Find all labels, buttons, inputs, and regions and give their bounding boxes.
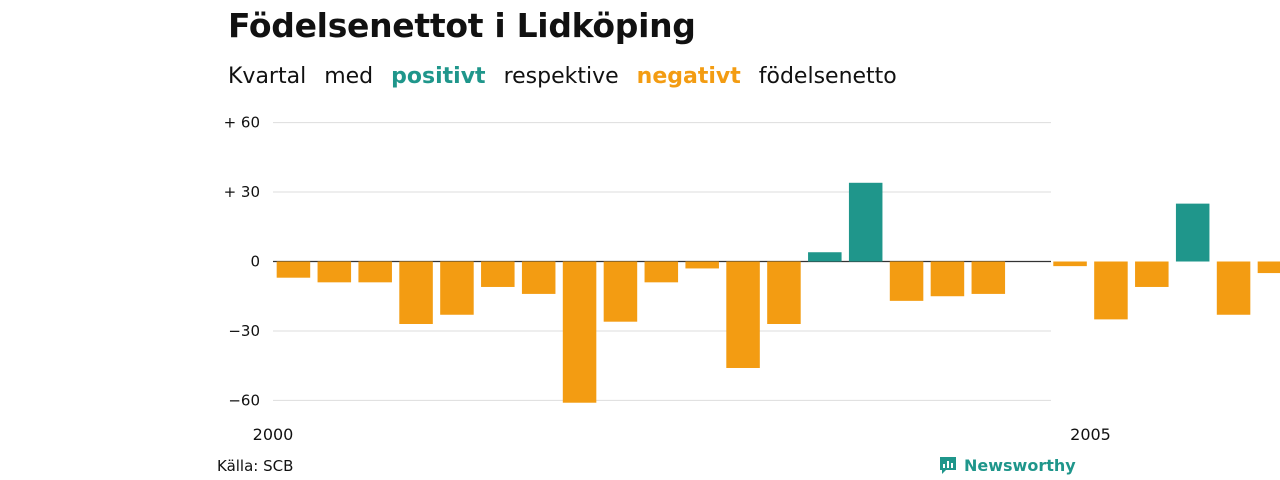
bar (685, 261, 719, 269)
brand-logo: Newsworthy (938, 455, 1076, 475)
chart-title: Födelsenettot i Lidköping (228, 6, 696, 45)
bar (317, 261, 352, 283)
bar (276, 261, 311, 278)
bar (930, 261, 965, 297)
bar (767, 261, 801, 324)
bar (603, 261, 638, 322)
bar (1175, 203, 1210, 262)
y-tick-label: + 30 (224, 183, 260, 201)
bar (521, 261, 556, 294)
bar (726, 261, 760, 368)
source-note: Källa: SCB (217, 457, 294, 475)
bar (1257, 261, 1280, 274)
bar (440, 261, 474, 315)
bar (481, 261, 515, 287)
bar (358, 261, 392, 283)
bar (644, 261, 679, 283)
bar (808, 252, 842, 262)
bar (562, 261, 597, 403)
bar (1135, 261, 1169, 287)
x-tick-label: 2000 (253, 425, 294, 444)
chart-subtitle: Kvartal med positivt respektive negativt… (228, 64, 908, 89)
bar (1094, 261, 1128, 320)
y-tick-label: + 60 (224, 114, 260, 132)
y-tick-label: −30 (228, 322, 260, 340)
subtitle-word-respektive: respektive (503, 64, 619, 89)
bar (889, 261, 924, 301)
newsworthy-logo-icon (940, 457, 956, 474)
y-tick-label: −60 (228, 391, 260, 409)
bar (1053, 261, 1087, 267)
bar (971, 261, 1006, 294)
brand-name: Newsworthy (964, 455, 1076, 475)
subtitle-positive-word: positivt (391, 64, 486, 89)
subtitle-word-med: med (324, 64, 374, 89)
subtitle-negative-word: negativt (636, 64, 741, 89)
bar (399, 261, 433, 324)
x-tick-label: 2005 (1070, 425, 1111, 444)
subtitle-word-fodelsenetto: födelsenetto (758, 64, 897, 89)
bar (848, 182, 883, 262)
subtitle-word-kvartal: Kvartal (228, 64, 307, 89)
bar (1216, 261, 1251, 315)
y-tick-label: 0 (250, 253, 260, 271)
